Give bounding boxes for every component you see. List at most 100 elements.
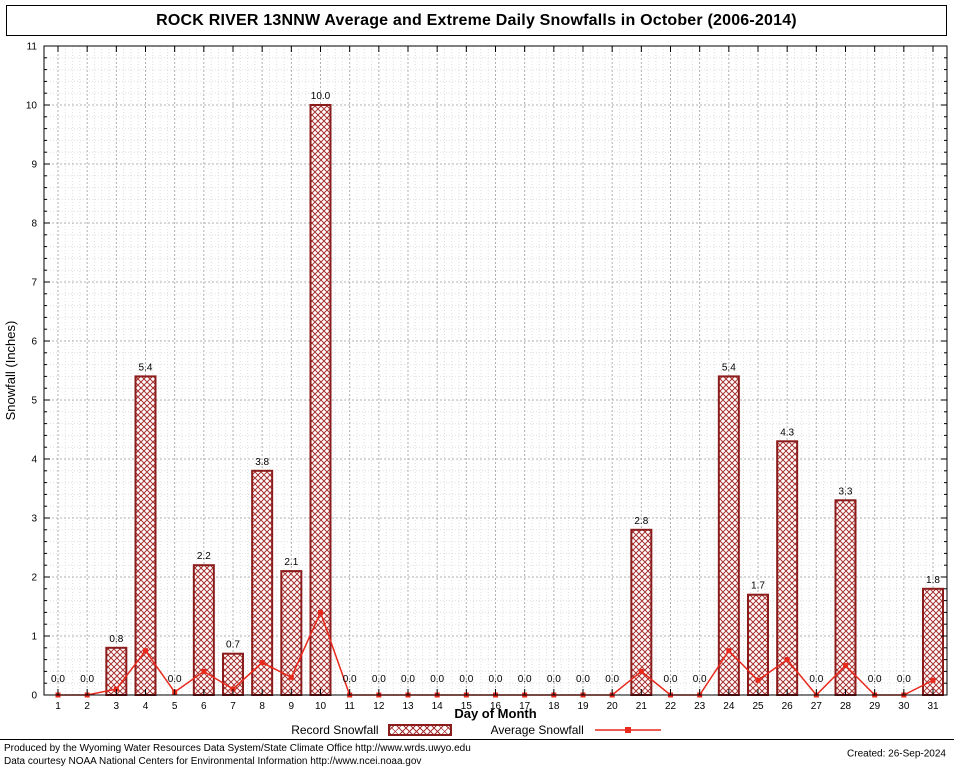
- chart-title: ROCK RIVER 13NNW Average and Extreme Dai…: [6, 5, 947, 36]
- svg-text:10.0: 10.0: [311, 91, 331, 102]
- svg-text:14: 14: [432, 701, 444, 712]
- svg-text:2.1: 2.1: [284, 557, 298, 568]
- bar-value-labels: 0.0 0.0 0.8 5.4 0.0 2.2 0.7 3.8 2.1 10.0 0.0 0.0 0.0…: [51, 91, 940, 685]
- svg-text:10: 10: [315, 701, 327, 712]
- x-axis-label: Day of Month: [454, 706, 536, 721]
- svg-text:16: 16: [490, 701, 502, 712]
- chart-legend: Record Snowfall Average Snowfall: [0, 721, 954, 738]
- svg-text:28: 28: [840, 701, 852, 712]
- svg-text:0.7: 0.7: [226, 640, 240, 651]
- y-axis-label: Snowfall (Inches): [3, 321, 18, 421]
- svg-text:20: 20: [607, 701, 619, 712]
- svg-text:0.0: 0.0: [80, 674, 94, 685]
- svg-text:15: 15: [461, 701, 473, 712]
- svg-text:19: 19: [577, 701, 589, 712]
- svg-text:0.0: 0.0: [868, 674, 882, 685]
- svg-text:0.0: 0.0: [518, 674, 532, 685]
- record-bar: [134, 375, 157, 696]
- svg-text:29: 29: [869, 701, 881, 712]
- svg-text:5.4: 5.4: [139, 362, 153, 373]
- snowfall-chart: 0.0 0.00.85.40.02.20.73.82.110.00.0 0.0 0.0…: [3, 42, 948, 721]
- svg-text:0.0: 0.0: [897, 674, 911, 685]
- svg-text:6: 6: [201, 701, 207, 712]
- record-bar: [717, 375, 740, 696]
- svg-text:0.0: 0.0: [430, 674, 444, 685]
- svg-text:2.8: 2.8: [634, 516, 648, 527]
- legend-record-swatch: [387, 723, 452, 736]
- average-marker: [143, 648, 148, 654]
- svg-text:5: 5: [172, 701, 178, 712]
- svg-text:21: 21: [636, 701, 648, 712]
- svg-text:0.0: 0.0: [459, 674, 473, 685]
- average-marker: [843, 663, 848, 668]
- svg-text:11: 11: [27, 42, 38, 53]
- footer: Produced by the Wyoming Water Resources …: [0, 739, 954, 768]
- svg-text:0.0: 0.0: [343, 674, 357, 685]
- svg-text:9: 9: [31, 160, 37, 171]
- svg-text:23: 23: [694, 701, 706, 712]
- svg-text:0.0: 0.0: [693, 674, 707, 685]
- x-tick-labels: 1 2 3 4 5 6 7 8 9 10 11 12 13 14 15 16 17 18 19 20 21 22 23 24 2…: [55, 701, 939, 712]
- svg-text:0.0: 0.0: [547, 674, 561, 685]
- svg-text:0.0: 0.0: [401, 674, 415, 685]
- svg-text:10: 10: [26, 101, 38, 112]
- svg-text:0.0: 0.0: [489, 674, 503, 685]
- grid-major: [44, 46, 947, 695]
- footer-data-courtesy: Data courtesy NOAA National Centers for …: [4, 756, 422, 767]
- average-marker: [726, 648, 732, 654]
- svg-text:24: 24: [723, 701, 735, 712]
- svg-text:26: 26: [782, 701, 794, 712]
- svg-text:5.4: 5.4: [722, 362, 736, 373]
- legend-average-label: Average Snowfall: [490, 722, 584, 737]
- svg-text:0: 0: [31, 691, 37, 702]
- average-marker: [755, 677, 761, 683]
- svg-text:7: 7: [31, 278, 37, 289]
- svg-text:27: 27: [811, 701, 823, 712]
- svg-text:0.0: 0.0: [372, 674, 386, 685]
- svg-text:0.8: 0.8: [109, 634, 123, 645]
- average-marker: [784, 657, 790, 663]
- legend-record-label: Record Snowfall: [291, 722, 379, 737]
- average-marker: [930, 677, 936, 683]
- svg-text:0.0: 0.0: [605, 674, 619, 685]
- svg-text:25: 25: [752, 701, 764, 712]
- svg-text:4: 4: [31, 455, 37, 466]
- svg-text:3: 3: [114, 701, 120, 712]
- legend-average-swatch: [594, 726, 661, 733]
- record-bar: [309, 104, 332, 696]
- average-marker: [201, 668, 207, 674]
- svg-text:3.8: 3.8: [255, 457, 269, 468]
- average-marker: [638, 668, 644, 674]
- svg-text:12: 12: [373, 701, 385, 712]
- svg-text:8: 8: [31, 219, 37, 230]
- axis-ticks: [44, 45, 947, 696]
- footer-created-date: Created: 26-Sep-2024: [847, 748, 946, 760]
- footer-produced-by: Produced by the Wyoming Water Resources …: [4, 743, 471, 754]
- average-marker: [259, 660, 265, 666]
- svg-text:1: 1: [31, 632, 37, 643]
- svg-text:9: 9: [289, 701, 295, 712]
- svg-text:1.8: 1.8: [926, 575, 940, 586]
- svg-text:30: 30: [898, 701, 910, 712]
- svg-text:18: 18: [548, 701, 560, 712]
- svg-text:2: 2: [31, 573, 37, 584]
- svg-text:17: 17: [519, 701, 531, 712]
- svg-text:0.0: 0.0: [576, 674, 590, 685]
- svg-text:8: 8: [259, 701, 265, 712]
- svg-text:5: 5: [31, 396, 37, 407]
- svg-text:22: 22: [665, 701, 677, 712]
- svg-text:11: 11: [344, 701, 355, 712]
- svg-text:0.0: 0.0: [168, 674, 182, 685]
- svg-text:4.3: 4.3: [780, 427, 794, 438]
- svg-text:3: 3: [31, 514, 37, 525]
- svg-text:0.0: 0.0: [809, 674, 823, 685]
- svg-text:7: 7: [230, 701, 236, 712]
- y-tick-labels: 0 1 2 3 4 5 6 7 8 9 10 11: [26, 42, 38, 702]
- svg-text:1: 1: [55, 701, 61, 712]
- svg-text:31: 31: [927, 701, 939, 712]
- svg-text:0.0: 0.0: [51, 674, 65, 685]
- record-bar: [776, 440, 799, 696]
- svg-text:0.0: 0.0: [664, 674, 678, 685]
- average-marker: [288, 674, 294, 680]
